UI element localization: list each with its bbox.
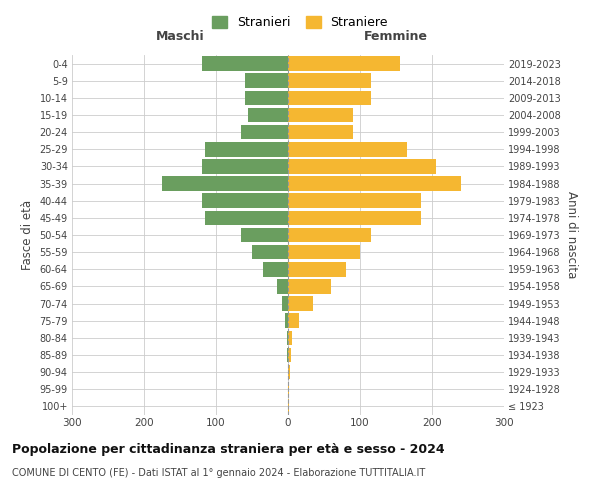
Bar xyxy=(288,125,353,140)
Bar xyxy=(288,56,400,71)
Bar xyxy=(202,159,288,174)
Bar xyxy=(285,314,288,328)
Bar xyxy=(288,90,371,105)
Bar xyxy=(277,279,288,293)
Bar xyxy=(241,228,288,242)
Bar xyxy=(288,365,290,380)
Text: Femmine: Femmine xyxy=(364,30,428,43)
Text: Maschi: Maschi xyxy=(155,30,205,43)
Text: Popolazione per cittadinanza straniera per età e sesso - 2024: Popolazione per cittadinanza straniera p… xyxy=(12,442,445,456)
Bar xyxy=(288,314,299,328)
Bar xyxy=(205,210,288,225)
Bar xyxy=(288,228,371,242)
Bar xyxy=(202,194,288,208)
Text: COMUNE DI CENTO (FE) - Dati ISTAT al 1° gennaio 2024 - Elaborazione TUTTITALIA.I: COMUNE DI CENTO (FE) - Dati ISTAT al 1° … xyxy=(12,468,425,477)
Legend: Stranieri, Straniere: Stranieri, Straniere xyxy=(207,11,393,34)
Bar xyxy=(288,399,289,413)
Bar xyxy=(288,176,461,191)
Bar xyxy=(288,74,371,88)
Bar xyxy=(287,348,288,362)
Bar xyxy=(245,90,288,105)
Bar xyxy=(288,210,421,225)
Y-axis label: Anni di nascita: Anni di nascita xyxy=(565,192,578,278)
Bar xyxy=(288,279,331,293)
Y-axis label: Fasce di età: Fasce di età xyxy=(21,200,34,270)
Bar xyxy=(288,108,353,122)
Bar xyxy=(288,330,292,345)
Bar xyxy=(162,176,288,191)
Bar xyxy=(287,330,288,345)
Bar xyxy=(241,125,288,140)
Bar xyxy=(288,296,313,311)
Bar xyxy=(288,194,421,208)
Bar xyxy=(263,262,288,276)
Bar xyxy=(252,245,288,260)
Bar xyxy=(288,159,436,174)
Bar xyxy=(248,108,288,122)
Bar xyxy=(245,74,288,88)
Bar xyxy=(205,142,288,156)
Bar xyxy=(288,348,291,362)
Bar xyxy=(288,142,407,156)
Bar xyxy=(288,262,346,276)
Bar xyxy=(288,382,289,396)
Bar xyxy=(288,245,360,260)
Bar xyxy=(282,296,288,311)
Bar xyxy=(202,56,288,71)
